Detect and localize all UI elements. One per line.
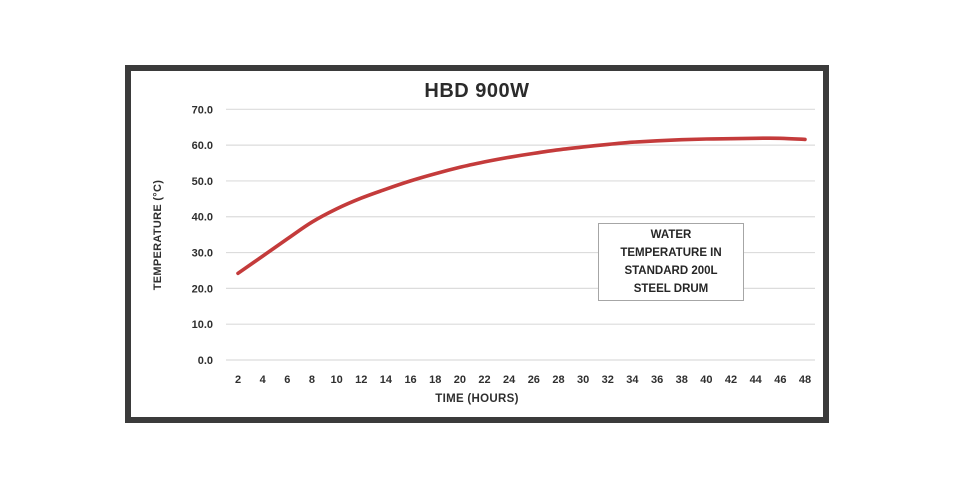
x-tick-label: 12 xyxy=(355,374,367,386)
x-tick-label: 8 xyxy=(309,374,315,386)
x-tick-label: 28 xyxy=(552,374,564,386)
x-tick-label: 32 xyxy=(602,374,614,386)
x-axis-title: TIME (HOURS) xyxy=(435,393,519,405)
plot-area: 0.010.020.030.040.050.060.070.02 4 6 8 10 12 1… xyxy=(192,104,815,386)
x-tick-label: 18 xyxy=(429,374,441,386)
x-tick-label: 6 xyxy=(284,374,290,386)
x-tick-label: 2 xyxy=(235,374,241,386)
annotation-text-line: STANDARD 200L xyxy=(624,265,718,277)
y-tick-label: 70.0 xyxy=(192,104,213,116)
y-tick-label: 50.0 xyxy=(192,176,213,188)
annotation-text-line: WATER xyxy=(650,229,692,241)
x-tick-label: 4 xyxy=(260,374,267,386)
x-tick-label: 20 xyxy=(454,374,466,386)
y-tick-label: 30.0 xyxy=(192,248,213,260)
chart-title: HBD 900W xyxy=(424,80,530,102)
chart-area: HBD 900W 0.0 10.0 20.0 30.0 40.0 50.0 60.0 70.0… xyxy=(131,71,823,417)
temperature-curve xyxy=(236,136,807,276)
x-tick-label: 48 xyxy=(799,374,811,386)
x-tick-label: 44 xyxy=(750,374,763,386)
x-tick-label: 16 xyxy=(404,374,416,386)
x-tick-label: 10 xyxy=(330,374,342,386)
x-tick-label: 22 xyxy=(478,374,490,386)
y-tick-label: 10.0 xyxy=(192,319,213,331)
x-tick-label: 30 xyxy=(577,374,589,386)
chart-frame: HBD 900W 0.0 10.0 20.0 30.0 40.0 50.0 60.0 70.0… xyxy=(125,65,829,423)
annotation-box: WATER TEMPERATURE IN STANDARD 200L STEEL… xyxy=(598,223,744,301)
y-tick-label: 0.0 xyxy=(198,355,213,367)
y-tick-label: 60.0 xyxy=(192,140,213,152)
y-axis-title: TEMPERATURE (°C) xyxy=(152,179,164,291)
annotation-text-line: STEEL DRUM xyxy=(633,283,709,295)
x-tick-label: 42 xyxy=(725,374,737,386)
x-tick-label: 46 xyxy=(774,374,786,386)
x-tick-label: 34 xyxy=(626,374,639,386)
x-tick-label: 36 xyxy=(651,374,663,386)
x-tick-label: 24 xyxy=(503,374,516,386)
x-tick-label: 38 xyxy=(676,374,688,386)
x-tick-label: 40 xyxy=(700,374,712,386)
y-tick-label: 20.0 xyxy=(192,283,213,295)
y-tick-label: 40.0 xyxy=(192,212,213,224)
x-tick-label: 14 xyxy=(380,374,393,386)
x-tick-label: 26 xyxy=(528,374,540,386)
annotation-text-line: TEMPERATURE IN xyxy=(620,247,722,259)
